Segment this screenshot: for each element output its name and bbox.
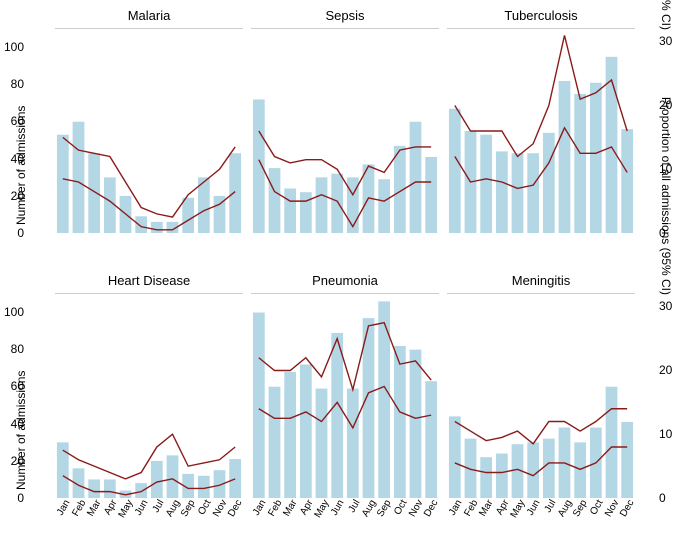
y-tick: 0	[659, 491, 683, 505]
bar	[410, 122, 422, 233]
x-axis-labels-col2: JanFebMarAprMayJunJulAugSepOctNovDec	[251, 494, 439, 534]
bar	[543, 133, 555, 233]
bar	[151, 461, 163, 498]
bar	[378, 179, 390, 233]
y-tick: 100	[0, 40, 24, 54]
bar	[253, 99, 265, 233]
bar	[574, 94, 586, 233]
y-tick: 100	[0, 305, 24, 319]
bar	[347, 177, 359, 233]
plot-area	[55, 293, 243, 498]
y-tick: 10	[659, 427, 683, 441]
bar	[269, 387, 281, 498]
bar	[167, 455, 179, 498]
bar	[347, 389, 359, 498]
bar	[543, 439, 555, 498]
y-tick: 20	[659, 363, 683, 377]
bar	[480, 135, 492, 233]
bar	[316, 177, 328, 233]
bar	[229, 459, 241, 498]
plot-area	[55, 28, 243, 233]
x-axis-labels-col1: JanFebMarAprMayJunJulAugSepOctNovDec	[55, 494, 243, 534]
bar	[425, 381, 437, 498]
y-tick: 10	[659, 162, 683, 176]
panel-title: Heart Disease	[55, 273, 243, 288]
y-tick: 60	[0, 379, 24, 393]
y-tick: 20	[659, 98, 683, 112]
bar	[135, 216, 147, 233]
bar	[527, 442, 539, 498]
bar	[253, 313, 265, 498]
x-axis-labels-col3: JanFebMarAprMayJunJulAugSepOctNovDec	[447, 494, 635, 534]
panel-tuberculosis: Tuberculosis	[447, 8, 635, 233]
bar	[331, 333, 343, 498]
panel-title: Malaria	[55, 8, 243, 23]
y-tick: 20	[0, 189, 24, 203]
bar	[269, 168, 281, 233]
panel-pneumonia: Pneumonia	[251, 273, 439, 498]
y-right-label-top: Proportion of all admissions (95% CI)	[659, 0, 673, 30]
bar	[512, 153, 524, 233]
bar	[300, 364, 312, 498]
plot-area	[251, 28, 439, 233]
bar	[151, 222, 163, 233]
y-tick: 20	[0, 454, 24, 468]
y-tick: 30	[659, 34, 683, 48]
panel-sepsis: Sepsis	[251, 8, 439, 233]
bar	[316, 389, 328, 498]
panel-malaria: Malaria	[55, 8, 243, 233]
bar	[425, 157, 437, 233]
panel-title: Pneumonia	[251, 273, 439, 288]
y-tick: 80	[0, 77, 24, 91]
bar	[73, 122, 85, 233]
y-tick: 80	[0, 342, 24, 356]
bar	[284, 372, 296, 498]
y-tick: 60	[0, 114, 24, 128]
bar	[229, 153, 241, 233]
bar	[331, 174, 343, 233]
y-tick: 0	[659, 226, 683, 240]
bar	[378, 301, 390, 498]
panel-meningitis: Meningitis	[447, 273, 635, 498]
bar	[606, 387, 618, 498]
panel-heart-disease: Heart Disease	[55, 273, 243, 498]
figure: Number of admissions Number of admission…	[0, 0, 683, 546]
bar	[300, 192, 312, 233]
bar	[449, 109, 461, 233]
y-tick: 40	[0, 152, 24, 166]
bar	[449, 416, 461, 498]
bar	[88, 153, 100, 233]
y-tick: 0	[0, 491, 24, 505]
bar	[559, 81, 571, 233]
panel-title: Meningitis	[447, 273, 635, 288]
plot-area	[447, 293, 635, 498]
y-tick: 40	[0, 417, 24, 431]
plot-area	[447, 28, 635, 233]
panel-grid: Malaria Sepsis Tuberculosis Heart Disease Pn…	[55, 8, 635, 498]
y-tick: 30	[659, 299, 683, 313]
bar	[621, 129, 633, 233]
plot-area	[251, 293, 439, 498]
y-tick: 0	[0, 226, 24, 240]
bar	[284, 188, 296, 233]
bar	[574, 442, 586, 498]
bar	[621, 422, 633, 498]
bar	[410, 350, 422, 498]
y-right-label-bottom: Proportion of all admissions (95% CI)	[659, 97, 673, 295]
bar	[496, 453, 508, 498]
ci-upper-line	[63, 434, 235, 479]
bar	[590, 83, 602, 233]
bar	[394, 346, 406, 498]
panel-title: Tuberculosis	[447, 8, 635, 23]
bar	[57, 135, 69, 233]
bar	[496, 151, 508, 233]
bar	[527, 153, 539, 233]
bar	[480, 457, 492, 498]
bar	[182, 198, 194, 233]
panel-title: Sepsis	[251, 8, 439, 23]
